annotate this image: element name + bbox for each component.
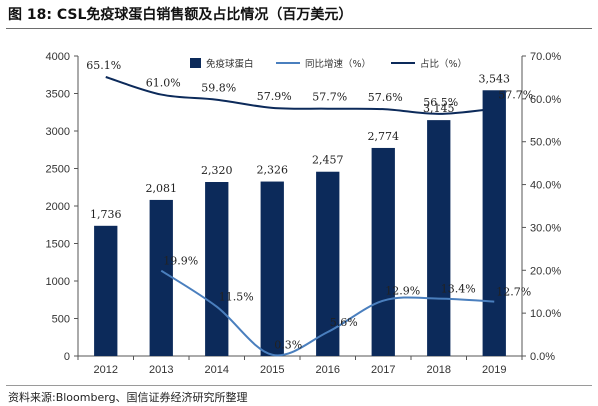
y-left-tick-label: 2000 bbox=[46, 201, 70, 213]
y-right-tick-label: 30.0% bbox=[530, 222, 561, 234]
share-label: 57.7% bbox=[312, 91, 347, 104]
bar bbox=[371, 147, 395, 356]
share-label: 65.1% bbox=[86, 59, 121, 72]
y-left-tick-label: 1500 bbox=[46, 239, 70, 251]
y-right-tick-label: 60.0% bbox=[530, 94, 561, 106]
bar-value-label: 2,774 bbox=[368, 130, 400, 143]
growth-rate-label: 0.3% bbox=[274, 339, 302, 352]
share-label: 56.5% bbox=[423, 96, 458, 109]
bar bbox=[205, 182, 229, 356]
y-right-tick-label: 70.0% bbox=[530, 51, 561, 63]
growth-rate-label: 13.4% bbox=[441, 283, 476, 296]
share-label: 61.0% bbox=[146, 77, 181, 90]
bar bbox=[482, 90, 506, 357]
y-right-tick-label: 10.0% bbox=[530, 308, 561, 320]
line-series bbox=[105, 76, 495, 357]
bar-series bbox=[94, 90, 506, 357]
y-left-tick-label: 3000 bbox=[46, 126, 70, 138]
growth-rate-label: 19.9% bbox=[163, 255, 198, 268]
bar-value-label: 1,736 bbox=[90, 208, 122, 221]
y-right-tick-label: 0.0% bbox=[530, 351, 555, 363]
bar bbox=[316, 171, 340, 356]
bar-value-label: 2,320 bbox=[201, 164, 233, 177]
bar-value-label: 3,543 bbox=[479, 72, 511, 85]
share-label: 59.8% bbox=[201, 82, 236, 95]
y-left-tick-label: 500 bbox=[52, 314, 70, 326]
y-left-tick-label: 1000 bbox=[46, 276, 70, 288]
y-left-tick-label: 3500 bbox=[46, 89, 70, 101]
source-note: 资料来源:Bloomberg、国信证券经济研究所整理 bbox=[8, 391, 248, 404]
share-label: 57.9% bbox=[257, 90, 292, 103]
legend-label: 免疫球蛋白 bbox=[206, 58, 254, 70]
x-tick-label: 2016 bbox=[316, 364, 340, 376]
bar-value-label: 2,326 bbox=[257, 164, 289, 177]
x-tick-label: 2014 bbox=[205, 364, 229, 376]
share-label: 57.6% bbox=[368, 91, 403, 104]
bar-value-label: 2,081 bbox=[146, 182, 178, 195]
growth-rate-label: 11.5% bbox=[219, 291, 254, 304]
source-divider bbox=[6, 385, 592, 386]
x-tick-label: 2018 bbox=[427, 364, 451, 376]
y-left-tick-label: 4000 bbox=[46, 51, 70, 63]
chart-title: 图 18: CSL免疫球蛋白销售额及占比情况（百万美元） bbox=[8, 7, 353, 23]
bar bbox=[427, 120, 451, 356]
legend: 免疫球蛋白 同比增速（%） 占比（%） bbox=[190, 58, 467, 70]
title-divider bbox=[6, 28, 592, 29]
x-tick-label: 2017 bbox=[371, 364, 395, 376]
x-tick-label: 2012 bbox=[94, 364, 118, 376]
share-line bbox=[105, 76, 495, 115]
growth-rate-line bbox=[160, 269, 495, 357]
bar-value-label: 3,145 bbox=[423, 102, 455, 115]
legend-swatch-bar bbox=[190, 58, 201, 68]
axes: 0 500 1000 1500 2000 2500 3000 3500 4000 0.0% 10.0… bbox=[46, 51, 562, 376]
legend-label: 占比（%） bbox=[420, 58, 467, 70]
x-tick-label: 2015 bbox=[260, 364, 284, 376]
growth-rate-label: 12.7% bbox=[496, 286, 531, 299]
bar bbox=[149, 199, 173, 356]
x-tick-label: 2019 bbox=[482, 364, 506, 376]
y-right-tick-label: 20.0% bbox=[530, 265, 561, 277]
x-tick-label: 2013 bbox=[149, 364, 173, 376]
share-label: 57.7% bbox=[498, 89, 533, 102]
data-labels: 1,736 2,081 2,320 2,326 2,457 2,774 3,145 3,543… bbox=[86, 59, 533, 352]
y-left-tick-label: 2500 bbox=[46, 164, 70, 176]
legend-label: 同比增速（%） bbox=[305, 58, 371, 70]
y-right-tick-label: 40.0% bbox=[530, 180, 561, 192]
growth-rate-label: 5.6% bbox=[330, 316, 358, 329]
bar bbox=[94, 225, 118, 356]
y-right-tick-label: 50.0% bbox=[530, 137, 561, 149]
y-left-tick-label: 0 bbox=[64, 351, 70, 363]
bar bbox=[260, 181, 284, 356]
growth-rate-label: 12.9% bbox=[385, 285, 420, 298]
bar-value-label: 2,457 bbox=[312, 154, 344, 167]
